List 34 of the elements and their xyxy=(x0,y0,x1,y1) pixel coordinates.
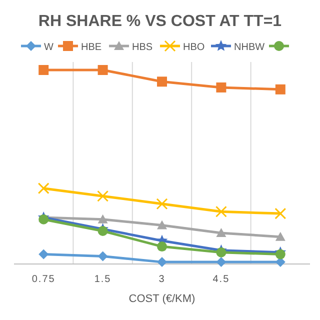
point xyxy=(97,190,109,202)
point xyxy=(157,257,167,268)
point xyxy=(98,226,108,236)
point xyxy=(98,251,108,262)
point xyxy=(98,65,108,75)
point xyxy=(275,249,286,260)
point xyxy=(156,198,168,210)
point xyxy=(157,242,167,252)
point xyxy=(38,249,49,260)
legend-label: HBS xyxy=(132,42,153,53)
point xyxy=(38,65,49,75)
legend-label: HBE xyxy=(81,42,102,53)
x-tick-label: 0.75 xyxy=(32,274,56,285)
point xyxy=(216,247,226,258)
point xyxy=(38,214,49,224)
point xyxy=(98,214,108,224)
point xyxy=(275,232,286,241)
point xyxy=(275,84,286,94)
point xyxy=(216,82,226,92)
point xyxy=(216,228,226,237)
x-tick-label: 4.5 xyxy=(212,274,230,285)
point xyxy=(157,76,167,87)
x-tick-label: 3 xyxy=(158,274,166,285)
point xyxy=(274,208,286,220)
point xyxy=(38,182,50,194)
point xyxy=(215,206,227,218)
point xyxy=(157,220,167,230)
legend-label: W xyxy=(44,42,54,53)
legend-label: NHBW xyxy=(234,42,266,53)
chart-title: RH SHARE % VS COST AT TT=1 xyxy=(38,13,282,30)
x-axis-title: COST (€/KM) xyxy=(128,293,196,305)
x-tick-label: 1.5 xyxy=(94,274,112,285)
point xyxy=(216,257,226,268)
legend-label: HBO xyxy=(183,42,205,53)
